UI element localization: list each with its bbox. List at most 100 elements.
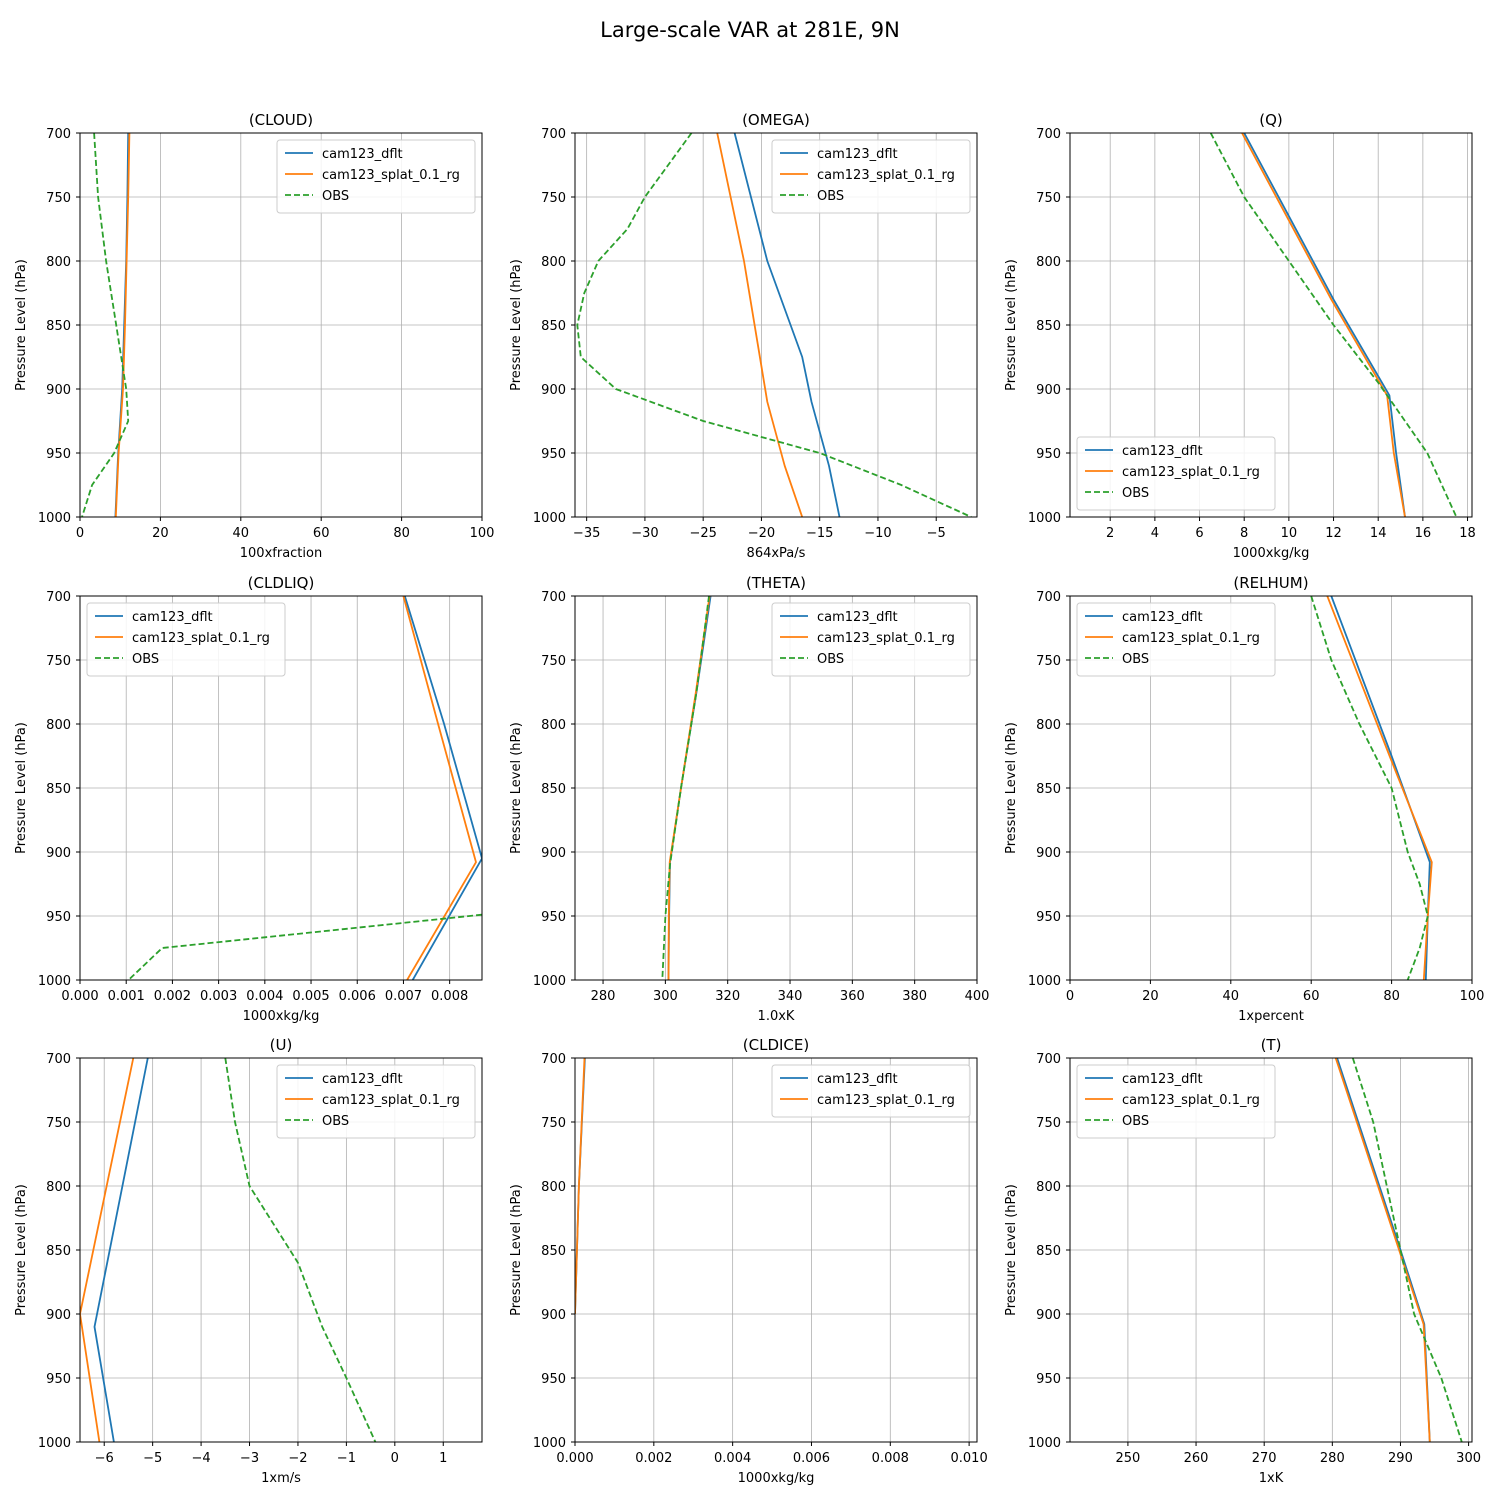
series-line-OBS bbox=[1351, 1058, 1463, 1442]
x-tick-label: 18 bbox=[1459, 526, 1476, 541]
legend: cam123_dflt cam123_splat_0.1_rg OBS bbox=[276, 1064, 476, 1139]
panel-title: (CLDICE) bbox=[743, 1036, 809, 1054]
legend-label: cam123_splat_0.1_rg bbox=[1122, 465, 1260, 480]
y-tick-label: 750 bbox=[46, 654, 71, 669]
x-tick-label: 0.006 bbox=[793, 1451, 830, 1466]
y-tick-label: 850 bbox=[46, 782, 71, 797]
y-tick-label: 900 bbox=[541, 383, 566, 398]
y-axis-label: Pressure Level (hPa) bbox=[509, 259, 524, 391]
y-tick-label: 1000 bbox=[38, 511, 71, 526]
x-axis-label: 100xfraction bbox=[240, 546, 322, 561]
x-tick-label: 0.008 bbox=[872, 1451, 909, 1466]
y-tick-label: 1000 bbox=[38, 1436, 71, 1451]
panel-title: (Q) bbox=[1259, 111, 1283, 129]
legend: cam123_dflt cam123_splat_0.1_rg bbox=[771, 1064, 971, 1118]
legend-label: cam123_dflt bbox=[1122, 444, 1203, 459]
x-tick-label: 2 bbox=[1106, 526, 1114, 541]
y-tick-label: 950 bbox=[1036, 447, 1061, 462]
y-tick-label: 700 bbox=[46, 590, 71, 605]
y-tick-label: 850 bbox=[541, 782, 566, 797]
panel-8: 0.000 0.002 0.004 0.006 0.008 0.010 700 750 800 8… bbox=[509, 1036, 988, 1486]
series-line-OBS bbox=[224, 1058, 377, 1442]
x-tick-label: 8 bbox=[1240, 526, 1248, 541]
panel-1: 0 20 40 60 80 100 700 750 800 850 900 950 1000 (CLOUD… bbox=[14, 111, 494, 561]
legend-label: OBS bbox=[322, 1114, 349, 1129]
x-tick-label: −2 bbox=[288, 1451, 307, 1466]
series-line-OBS bbox=[127, 913, 482, 980]
y-axis-label: Pressure Level (hPa) bbox=[1004, 722, 1019, 854]
y-tick-label: 800 bbox=[1036, 1180, 1061, 1195]
y-axis-label: Pressure Level (hPa) bbox=[509, 1184, 524, 1316]
x-tick-label: 80 bbox=[1383, 989, 1400, 1004]
x-tick-label: 20 bbox=[1142, 989, 1159, 1004]
y-tick-label: 950 bbox=[541, 1372, 566, 1387]
series-line-cam123_dflt bbox=[403, 596, 482, 980]
panel-title: (RELHUM) bbox=[1233, 574, 1308, 592]
legend-box bbox=[276, 139, 476, 214]
series-line-OBS bbox=[576, 133, 972, 517]
legend-label: cam123_dflt bbox=[817, 147, 898, 162]
y-axis-label: Pressure Level (hPa) bbox=[509, 722, 524, 854]
x-tick-label: −15 bbox=[806, 526, 833, 541]
legend-label: cam123_splat_0.1_rg bbox=[817, 1093, 955, 1108]
x-axis-label: 1xpercent bbox=[1238, 1009, 1304, 1024]
x-tick-label: 0.004 bbox=[714, 1451, 751, 1466]
x-tick-label: 0.007 bbox=[385, 989, 422, 1004]
y-tick-label: 900 bbox=[1036, 383, 1061, 398]
y-tick-label: 1000 bbox=[1028, 1436, 1061, 1451]
x-tick-label: 400 bbox=[965, 989, 990, 1004]
x-tick-label: 320 bbox=[715, 989, 740, 1004]
series-line-cam123_splat_0.1_rg bbox=[1241, 133, 1406, 517]
x-axis-label: 1.0xK bbox=[758, 1009, 795, 1024]
panels: 0 20 40 60 80 1007007508008509009501000(CLOUD… bbox=[14, 111, 1484, 1486]
x-tick-label: 0.005 bbox=[292, 989, 329, 1004]
legend: cam123_dflt cam123_splat_0.1_rg OBS bbox=[1076, 436, 1276, 511]
series-line-cam123_splat_0.1_rg bbox=[1334, 1058, 1431, 1442]
legend: cam123_dflt cam123_splat_0.1_rg OBS bbox=[771, 139, 971, 214]
y-tick-label: 750 bbox=[541, 654, 566, 669]
panel-title: (U) bbox=[270, 1036, 293, 1054]
x-tick-label: 80 bbox=[393, 526, 410, 541]
x-tick-label: 20 bbox=[152, 526, 169, 541]
panel-title: (CLOUD) bbox=[249, 111, 313, 129]
x-tick-label: 360 bbox=[840, 989, 865, 1004]
legend-label: cam123_splat_0.1_rg bbox=[817, 631, 955, 646]
x-tick-label: −25 bbox=[689, 526, 716, 541]
x-tick-label: 100 bbox=[1460, 989, 1485, 1004]
series-line-cam123_splat_0.1_rg bbox=[1326, 596, 1433, 980]
legend: cam123_dflt cam123_splat_0.1_rg OBS bbox=[276, 139, 476, 214]
x-tick-label: 260 bbox=[1184, 1451, 1209, 1466]
legend-label: cam123_splat_0.1_rg bbox=[322, 1093, 460, 1108]
x-tick-label: −6 bbox=[95, 1451, 114, 1466]
legend-label: cam123_dflt bbox=[322, 147, 403, 162]
y-tick-label: 1000 bbox=[533, 1436, 566, 1451]
x-tick-label: 300 bbox=[1456, 1451, 1481, 1466]
x-tick-label: 280 bbox=[1320, 1451, 1345, 1466]
x-axis-label: 1000xkg/kg bbox=[1233, 546, 1310, 561]
series-line-OBS bbox=[1310, 596, 1429, 980]
x-tick-label: 40 bbox=[233, 526, 250, 541]
x-tick-label: 100 bbox=[470, 526, 495, 541]
x-tick-label: 280 bbox=[591, 989, 616, 1004]
x-tick-label: −3 bbox=[240, 1451, 259, 1466]
y-tick-label: 850 bbox=[1036, 782, 1061, 797]
y-tick-label: 800 bbox=[46, 255, 71, 270]
x-tick-label: 0.006 bbox=[339, 989, 376, 1004]
x-tick-label: 0.010 bbox=[951, 1451, 988, 1466]
panel-3: 2 4 6 8 10 12 14 16 18 700 750 800 850 900 950 1000 (Q) 1… bbox=[1004, 111, 1476, 561]
y-tick-label: 900 bbox=[46, 383, 71, 398]
x-tick-label: 300 bbox=[653, 989, 678, 1004]
x-tick-label: 60 bbox=[1303, 989, 1320, 1004]
y-tick-label: 1000 bbox=[38, 974, 71, 989]
panel-9: 250 260 270 280 290 300 700 750 800 850 900 950 1000… bbox=[1004, 1036, 1481, 1486]
legend-box bbox=[1076, 436, 1276, 511]
series-line-OBS bbox=[1209, 133, 1458, 517]
y-tick-label: 750 bbox=[541, 1116, 566, 1131]
y-tick-label: 850 bbox=[1036, 319, 1061, 334]
x-tick-label: −5 bbox=[927, 526, 946, 541]
x-tick-label: −10 bbox=[864, 526, 891, 541]
legend-label: cam123_dflt bbox=[1122, 1072, 1203, 1087]
y-axis-label: Pressure Level (hPa) bbox=[1004, 259, 1019, 391]
y-tick-label: 800 bbox=[46, 1180, 71, 1195]
